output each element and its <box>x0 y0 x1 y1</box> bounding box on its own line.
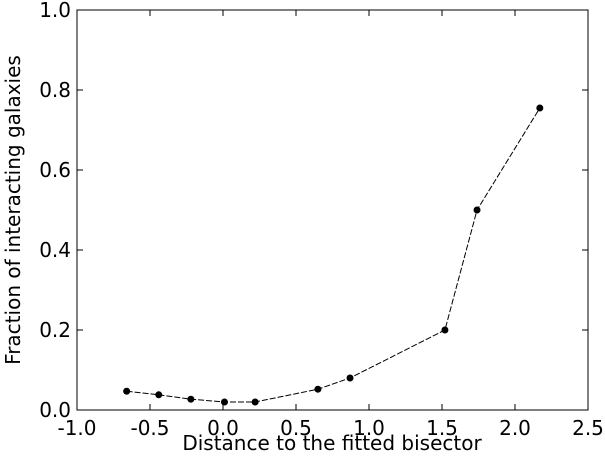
y-axis-label: Fraction of interacting galaxies <box>1 55 25 365</box>
x-tick-label: 0.5 <box>280 416 312 440</box>
data-point <box>220 398 228 406</box>
y-tick-label: 0.2 <box>39 318 71 342</box>
y-tick-label: 0.6 <box>39 158 71 182</box>
x-tick-label: 2.0 <box>499 416 531 440</box>
x-tick-label: -1.0 <box>57 416 96 440</box>
y-tick-label: 0.4 <box>39 238 71 262</box>
data-point <box>473 206 481 214</box>
plot-frame <box>76 9 589 411</box>
data-point <box>123 387 131 395</box>
x-tick-label: 1.0 <box>353 416 385 440</box>
x-tick-label: 0.0 <box>207 416 239 440</box>
y-tick-label: 1.0 <box>39 0 71 22</box>
data-point <box>155 391 163 399</box>
x-tick-label: -0.5 <box>130 416 169 440</box>
x-tick-label: 1.5 <box>426 416 458 440</box>
data-point <box>536 104 544 112</box>
data-point <box>187 395 195 403</box>
data-point <box>441 326 449 334</box>
data-point <box>251 398 259 406</box>
data-point <box>314 385 322 393</box>
x-axis-label: Distance to the fitted bisector <box>182 431 482 455</box>
data-point <box>346 374 354 382</box>
x-tick-label: 2.5 <box>572 416 604 440</box>
y-tick-label: 0.0 <box>39 398 71 422</box>
data-line <box>126 107 541 403</box>
y-tick-label: 0.8 <box>39 78 71 102</box>
